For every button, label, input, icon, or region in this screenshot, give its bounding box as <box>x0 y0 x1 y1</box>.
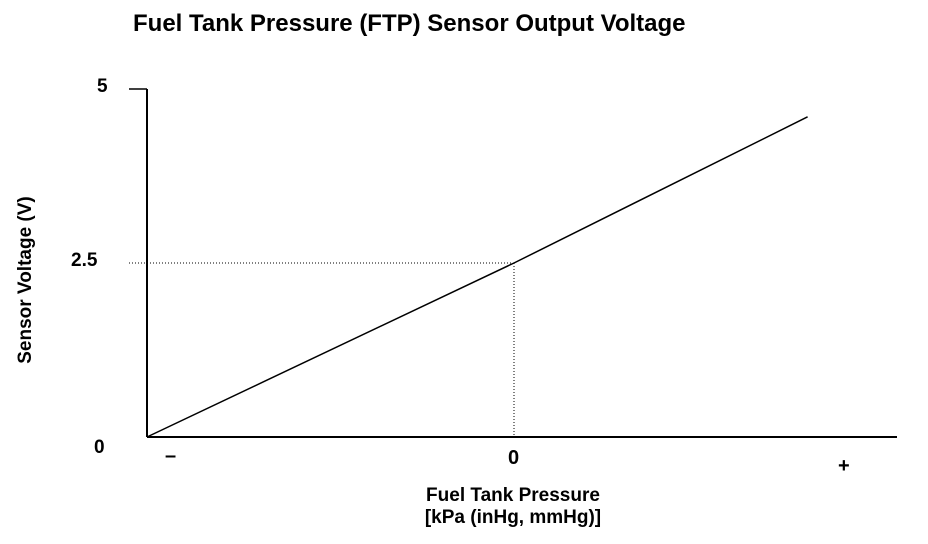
x-tick-label-negative: – <box>165 445 177 467</box>
y-tick-label-0: 0 <box>94 437 105 458</box>
y-tick-label-5: 5 <box>97 76 108 97</box>
series-line <box>146 116 808 438</box>
chart-title: Fuel Tank Pressure (FTP) Sensor Output V… <box>133 10 686 37</box>
x-axis-label-units: [kPa (inHg, mmHg)] <box>424 507 602 528</box>
x-axis-label-title: Fuel Tank Pressure <box>426 485 600 506</box>
y-tick-label-2-5: 2.5 <box>71 250 98 271</box>
y-axis-label: Sensor Voltage (V) <box>15 196 36 364</box>
x-tick-label-zero: 0 <box>508 447 520 469</box>
x-axis-label: Fuel Tank Pressure [kPa (inHg, mmHg)] <box>425 485 601 529</box>
x-tick-label-positive: + <box>838 455 850 477</box>
